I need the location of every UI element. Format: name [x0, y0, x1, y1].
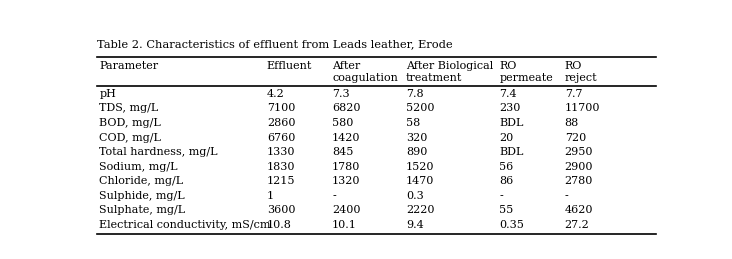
Text: 6820: 6820: [332, 104, 361, 113]
Text: 7.3: 7.3: [332, 89, 350, 99]
Text: 4.2: 4.2: [266, 89, 285, 99]
Text: 720: 720: [564, 133, 586, 143]
Text: 2780: 2780: [564, 176, 593, 186]
Text: 6760: 6760: [266, 133, 295, 143]
Text: 2220: 2220: [406, 205, 434, 215]
Text: COD, mg/L: COD, mg/L: [100, 133, 161, 143]
Text: 1780: 1780: [332, 162, 360, 172]
Text: 1215: 1215: [266, 176, 295, 186]
Text: RO
reject: RO reject: [564, 61, 597, 83]
Text: pH: pH: [100, 89, 116, 99]
Text: 1: 1: [266, 191, 274, 201]
Text: Parameter: Parameter: [100, 61, 159, 71]
Text: 890: 890: [406, 147, 427, 157]
Text: 2900: 2900: [564, 162, 593, 172]
Text: 9.4: 9.4: [406, 220, 424, 230]
Text: 10.1: 10.1: [332, 220, 357, 230]
Text: 320: 320: [406, 133, 427, 143]
Text: 2400: 2400: [332, 205, 361, 215]
Text: 1830: 1830: [266, 162, 295, 172]
Text: -: -: [499, 191, 503, 201]
Text: 1420: 1420: [332, 133, 361, 143]
Text: BDL: BDL: [499, 118, 524, 128]
Text: 20: 20: [499, 133, 514, 143]
Text: 0.35: 0.35: [499, 220, 524, 230]
Text: 88: 88: [564, 118, 579, 128]
Text: 3600: 3600: [266, 205, 295, 215]
Text: BOD, mg/L: BOD, mg/L: [100, 118, 161, 128]
Text: TDS, mg/L: TDS, mg/L: [100, 104, 159, 113]
Text: 5200: 5200: [406, 104, 434, 113]
Text: 0.3: 0.3: [406, 191, 424, 201]
Text: 1520: 1520: [406, 162, 434, 172]
Text: Electrical conductivity, mS/cm: Electrical conductivity, mS/cm: [100, 220, 271, 230]
Text: 4620: 4620: [564, 205, 593, 215]
Text: BDL: BDL: [499, 147, 524, 157]
Text: 27.2: 27.2: [564, 220, 589, 230]
Text: Effluent: Effluent: [266, 61, 312, 71]
Text: 1330: 1330: [266, 147, 295, 157]
Text: 86: 86: [499, 176, 514, 186]
Text: 7.4: 7.4: [499, 89, 517, 99]
Text: 58: 58: [406, 118, 420, 128]
Text: 56: 56: [499, 162, 514, 172]
Text: 7.7: 7.7: [564, 89, 582, 99]
Text: RO
permeate: RO permeate: [499, 61, 553, 83]
Text: 230: 230: [499, 104, 520, 113]
Text: Sulphide, mg/L: Sulphide, mg/L: [100, 191, 185, 201]
Text: 7.8: 7.8: [406, 89, 423, 99]
Text: 7100: 7100: [266, 104, 295, 113]
Text: 11700: 11700: [564, 104, 600, 113]
Text: 55: 55: [499, 205, 514, 215]
Text: 10.8: 10.8: [266, 220, 291, 230]
Text: 2950: 2950: [564, 147, 593, 157]
Text: Sodium, mg/L: Sodium, mg/L: [100, 162, 178, 172]
Text: After
coagulation: After coagulation: [332, 61, 398, 83]
Text: 1320: 1320: [332, 176, 361, 186]
Text: Sulphate, mg/L: Sulphate, mg/L: [100, 205, 186, 215]
Text: Chloride, mg/L: Chloride, mg/L: [100, 176, 184, 186]
Text: 2860: 2860: [266, 118, 295, 128]
Text: After Biological
treatment: After Biological treatment: [406, 61, 493, 83]
Text: Total hardness, mg/L: Total hardness, mg/L: [100, 147, 218, 157]
Text: 845: 845: [332, 147, 354, 157]
Text: Table 2. Characteristics of effluent from Leads leather, Erode: Table 2. Characteristics of effluent fro…: [97, 39, 453, 49]
Text: -: -: [564, 191, 568, 201]
Text: 1470: 1470: [406, 176, 434, 186]
Text: 580: 580: [332, 118, 354, 128]
Text: -: -: [332, 191, 336, 201]
